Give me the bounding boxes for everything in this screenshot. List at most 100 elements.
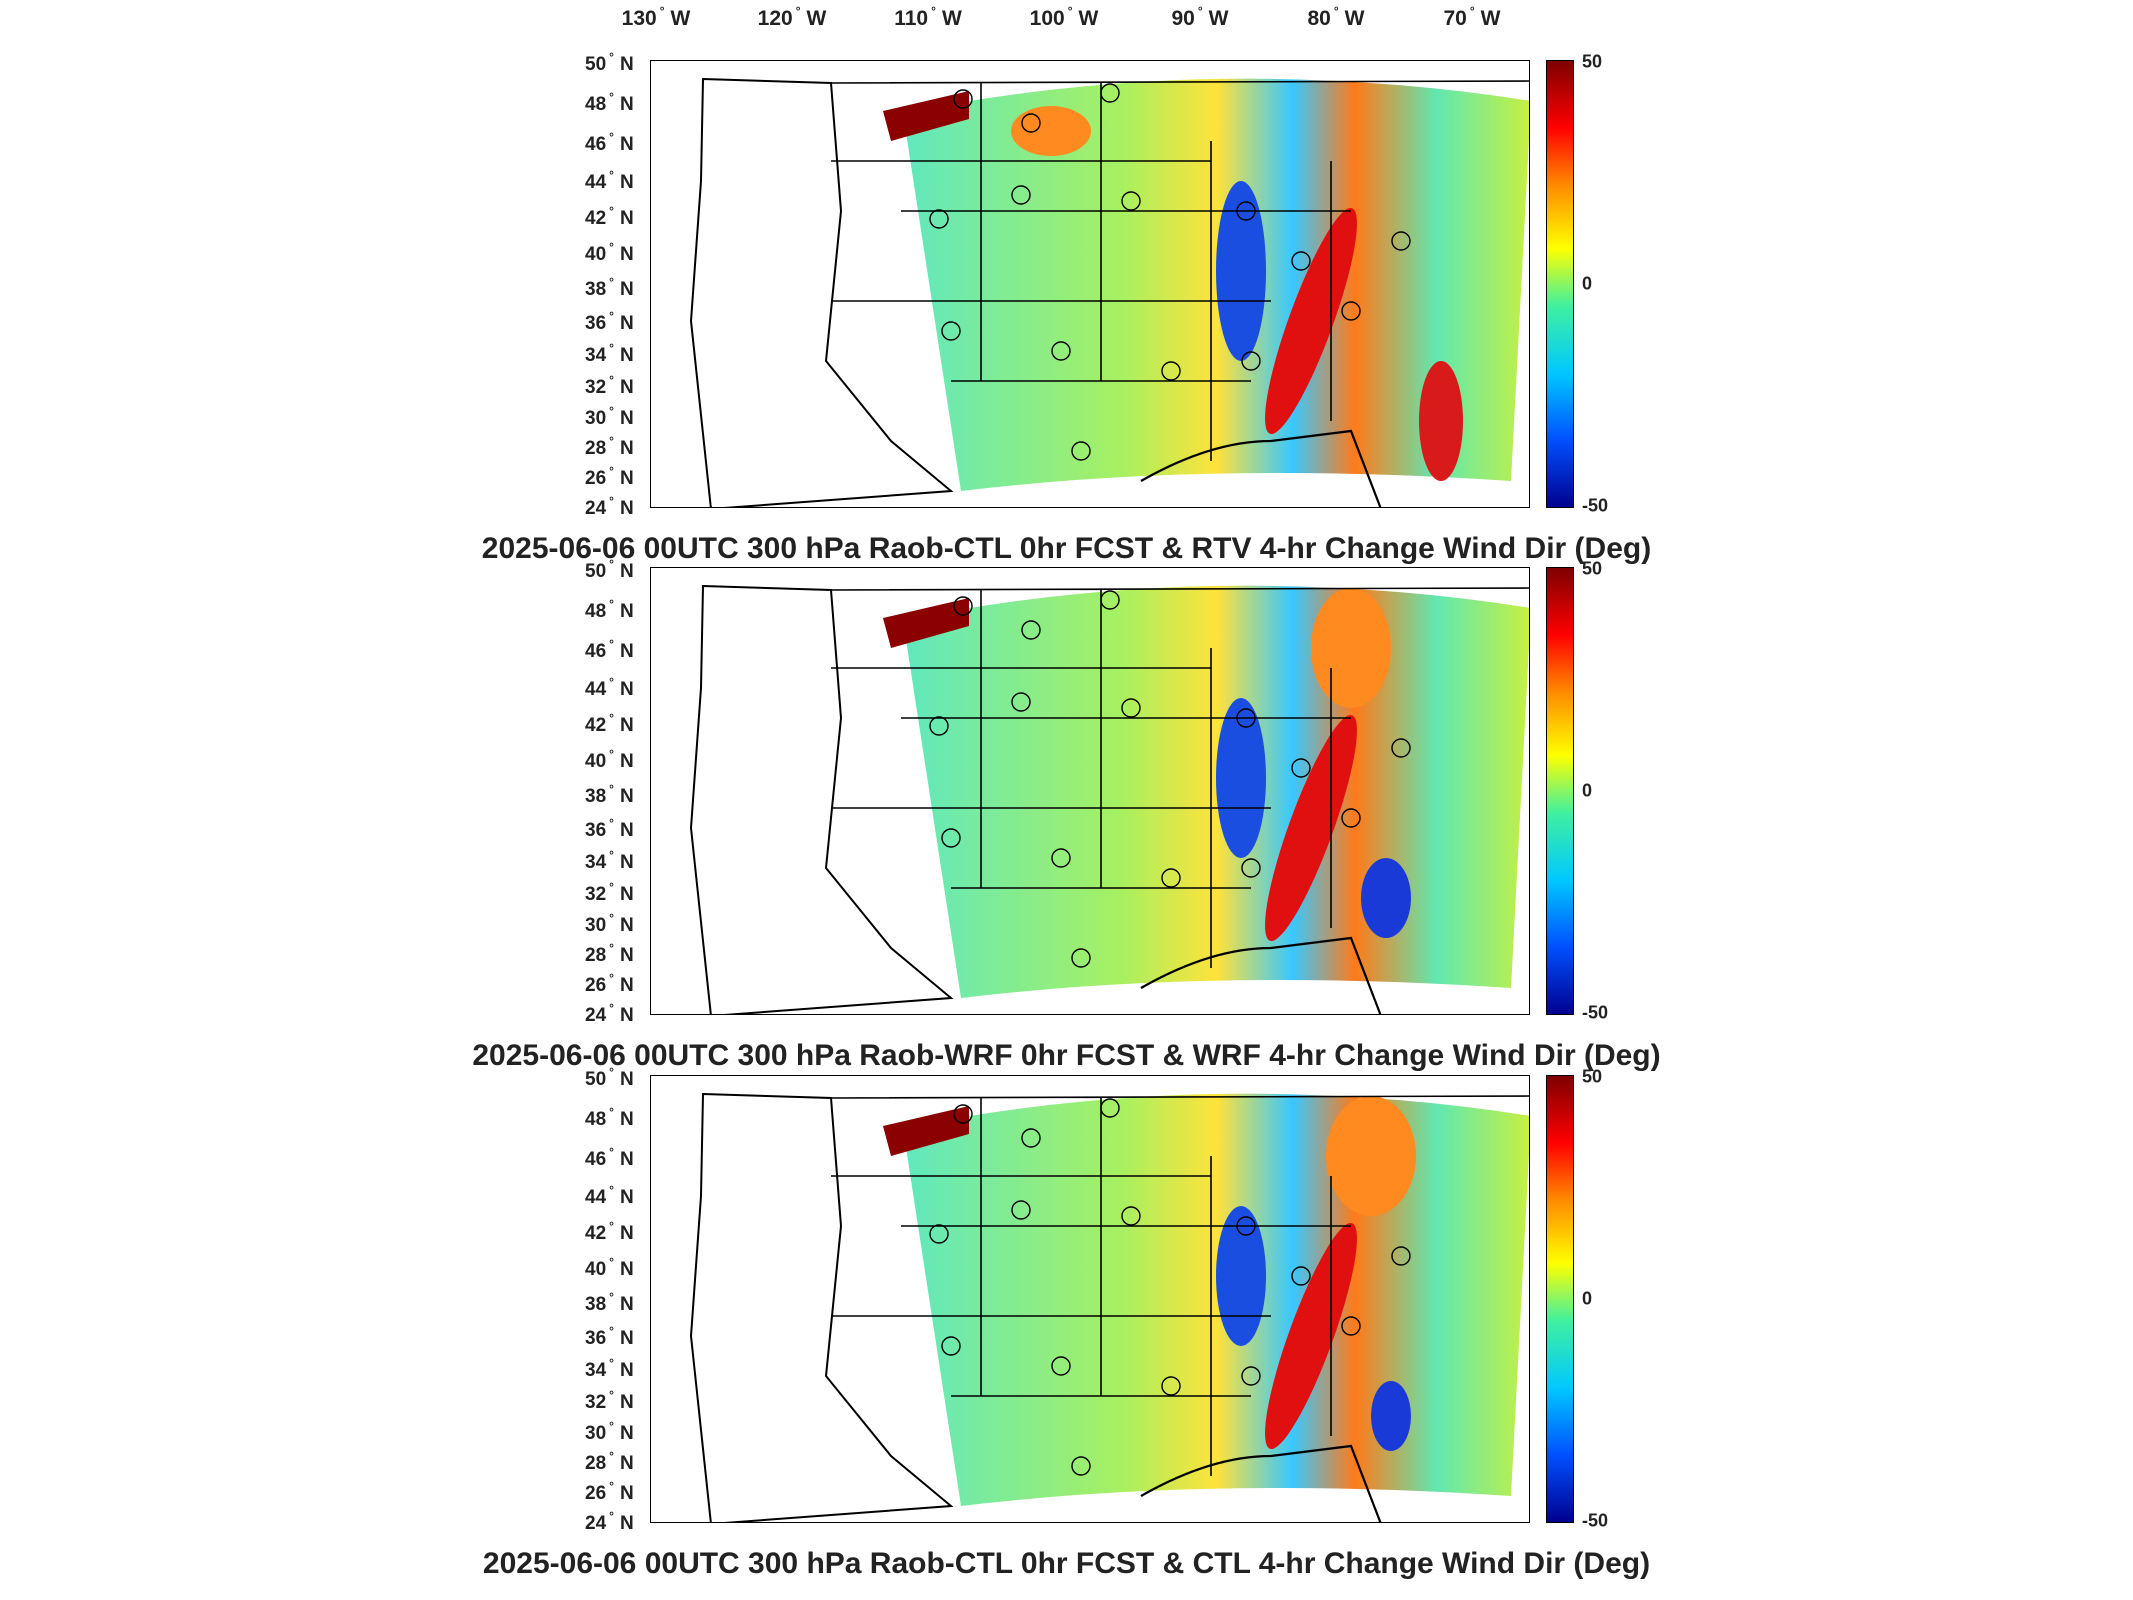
- positive-anomaly: [1265, 207, 1357, 435]
- longitude-axis: 130 ° W 120 ° W 110 ° W 100 ° W 90 ° W 80 ° W 70 ° W: [0, 0, 2133, 40]
- colorbar: [1546, 60, 1574, 508]
- negative-anomaly: [1216, 181, 1266, 361]
- positive-anomaly: [1265, 1222, 1357, 1450]
- map-panel-1: 50 ° N 48 ° N 46 ° N 44 ° N 42 ° N 40 ° N 38 ° N 36 ° N …: [0, 50, 2133, 570]
- wind-field-domain: [903, 78, 1529, 491]
- map-frame[interactable]: [650, 567, 1530, 1015]
- lat-label: 26 ° N: [585, 463, 634, 490]
- negative-anomaly: [1361, 858, 1411, 938]
- red-patch: [883, 91, 969, 141]
- colorbar-mid-label: 0: [1582, 273, 1593, 294]
- red-patch: [883, 598, 969, 648]
- lat-label: 28 ° N: [585, 940, 634, 967]
- lat-label: 50 ° N: [585, 556, 634, 583]
- gulf-coastline: [1140, 429, 1382, 507]
- lat-label: 32 ° N: [585, 372, 634, 399]
- gulf-coastline: [1140, 1444, 1382, 1522]
- raob-stations: [929, 590, 1411, 968]
- western-us-outline: [689, 77, 954, 507]
- field-map: [689, 77, 1529, 507]
- negative-anomaly: [1216, 1206, 1266, 1346]
- gulf-coastline: [1140, 936, 1382, 1014]
- colorbar: [1546, 567, 1574, 1015]
- lat-label: 44 ° N: [585, 167, 634, 194]
- lat-label: 40 ° N: [585, 239, 634, 266]
- lat-label: 34 ° N: [585, 1355, 634, 1382]
- lat-label: 50 ° N: [585, 1064, 634, 1091]
- lat-label: 24 ° N: [585, 1000, 634, 1027]
- positive-anomaly: [1011, 106, 1091, 156]
- colorbar-max-label: 50: [1582, 1066, 1603, 1087]
- lat-label: 46 ° N: [585, 636, 634, 663]
- lat-label: 48 ° N: [585, 596, 634, 623]
- lat-label: 46 ° N: [585, 1144, 634, 1171]
- panel-title: 2025-06-06 00UTC 300 hPa Raob-WRF 0hr FC…: [472, 1039, 1661, 1072]
- panel-title: 2025-06-06 00UTC 300 hPa Raob-CTL 0hr FC…: [482, 1547, 1651, 1580]
- lon-label: 90 ° W: [1171, 4, 1229, 30]
- colorbar-max-label: 50: [1582, 558, 1603, 579]
- lat-label: 36 ° N: [585, 815, 634, 842]
- field-map: [689, 584, 1529, 1014]
- lat-label: 44 ° N: [585, 1182, 634, 1209]
- lat-label: 38 ° N: [585, 274, 634, 301]
- lat-label: 34 ° N: [585, 847, 634, 874]
- raob-stations: [929, 1098, 1411, 1476]
- lat-label: 38 ° N: [585, 781, 634, 808]
- lon-label: 100 ° W: [1029, 4, 1099, 30]
- field-map: [689, 1092, 1529, 1522]
- red-patch: [883, 1106, 969, 1156]
- positive-anomaly: [1326, 1096, 1416, 1216]
- lat-label: 42 ° N: [585, 203, 634, 230]
- map-frame[interactable]: [650, 1075, 1530, 1523]
- lat-label: 26 ° N: [585, 970, 634, 997]
- western-us-outline: [689, 1092, 954, 1522]
- positive-anomaly: [1265, 714, 1357, 942]
- map-panel-2: 50 ° N 48 ° N 46 ° N 44 ° N 42 ° N 40 ° N 38 ° N 36 ° N …: [0, 557, 2133, 1077]
- wind-field-domain: [903, 1093, 1529, 1506]
- lat-label: 26 ° N: [585, 1478, 634, 1505]
- map-frame[interactable]: [650, 60, 1530, 508]
- lat-label: 30 ° N: [585, 910, 634, 937]
- raob-stations: [929, 83, 1411, 461]
- colorbar: [1546, 1075, 1574, 1523]
- lat-label: 30 ° N: [585, 403, 634, 430]
- state-borders: [830, 1095, 1529, 1476]
- lat-label: 28 ° N: [585, 1448, 634, 1475]
- lat-label: 32 ° N: [585, 879, 634, 906]
- lat-label: 34 ° N: [585, 340, 634, 367]
- colorbar-min-label: -50: [1582, 1002, 1609, 1023]
- lat-label: 28 ° N: [585, 433, 634, 460]
- lat-label: 32 ° N: [585, 1387, 634, 1414]
- lat-label: 36 ° N: [585, 308, 634, 335]
- positive-anomaly: [1311, 588, 1391, 708]
- lat-label: 46 ° N: [585, 129, 634, 156]
- lon-label: 110 ° W: [894, 4, 962, 30]
- lon-label: 120 ° W: [757, 4, 827, 30]
- lat-label: 48 ° N: [585, 1104, 634, 1131]
- lat-label: 42 ° N: [585, 1218, 634, 1245]
- lat-label: 42 ° N: [585, 710, 634, 737]
- colorbar-mid-label: 0: [1582, 780, 1593, 801]
- lat-label: 48 ° N: [585, 89, 634, 116]
- map-panel-3: 50 ° N 48 ° N 46 ° N 44 ° N 42 ° N 40 ° N 38 ° N 36 ° N …: [0, 1065, 2133, 1585]
- colorbar-min-label: -50: [1582, 1510, 1609, 1531]
- colorbar-min-label: -50: [1582, 495, 1609, 516]
- lat-label: 40 ° N: [585, 1254, 634, 1281]
- lat-label: 40 ° N: [585, 746, 634, 773]
- lat-label: 30 ° N: [585, 1418, 634, 1445]
- lat-label: 24 ° N: [585, 1508, 634, 1535]
- lon-label: 130 ° W: [621, 4, 691, 30]
- negative-anomaly: [1216, 698, 1266, 858]
- state-borders: [830, 587, 1529, 968]
- colorbar-max-label: 50: [1582, 51, 1603, 72]
- lat-label: 44 ° N: [585, 674, 634, 701]
- lon-label: 70 ° W: [1443, 4, 1501, 30]
- lat-label: 36 ° N: [585, 1323, 634, 1350]
- lat-label: 38 ° N: [585, 1289, 634, 1316]
- panel-title: 2025-06-06 00UTC 300 hPa Raob-CTL 0hr FC…: [481, 532, 1652, 565]
- lat-label: 24 ° N: [585, 493, 634, 520]
- state-borders: [830, 80, 1529, 461]
- colorbar-mid-label: 0: [1582, 1288, 1593, 1309]
- western-us-outline: [689, 584, 954, 1014]
- lat-label: 50 ° N: [585, 49, 634, 76]
